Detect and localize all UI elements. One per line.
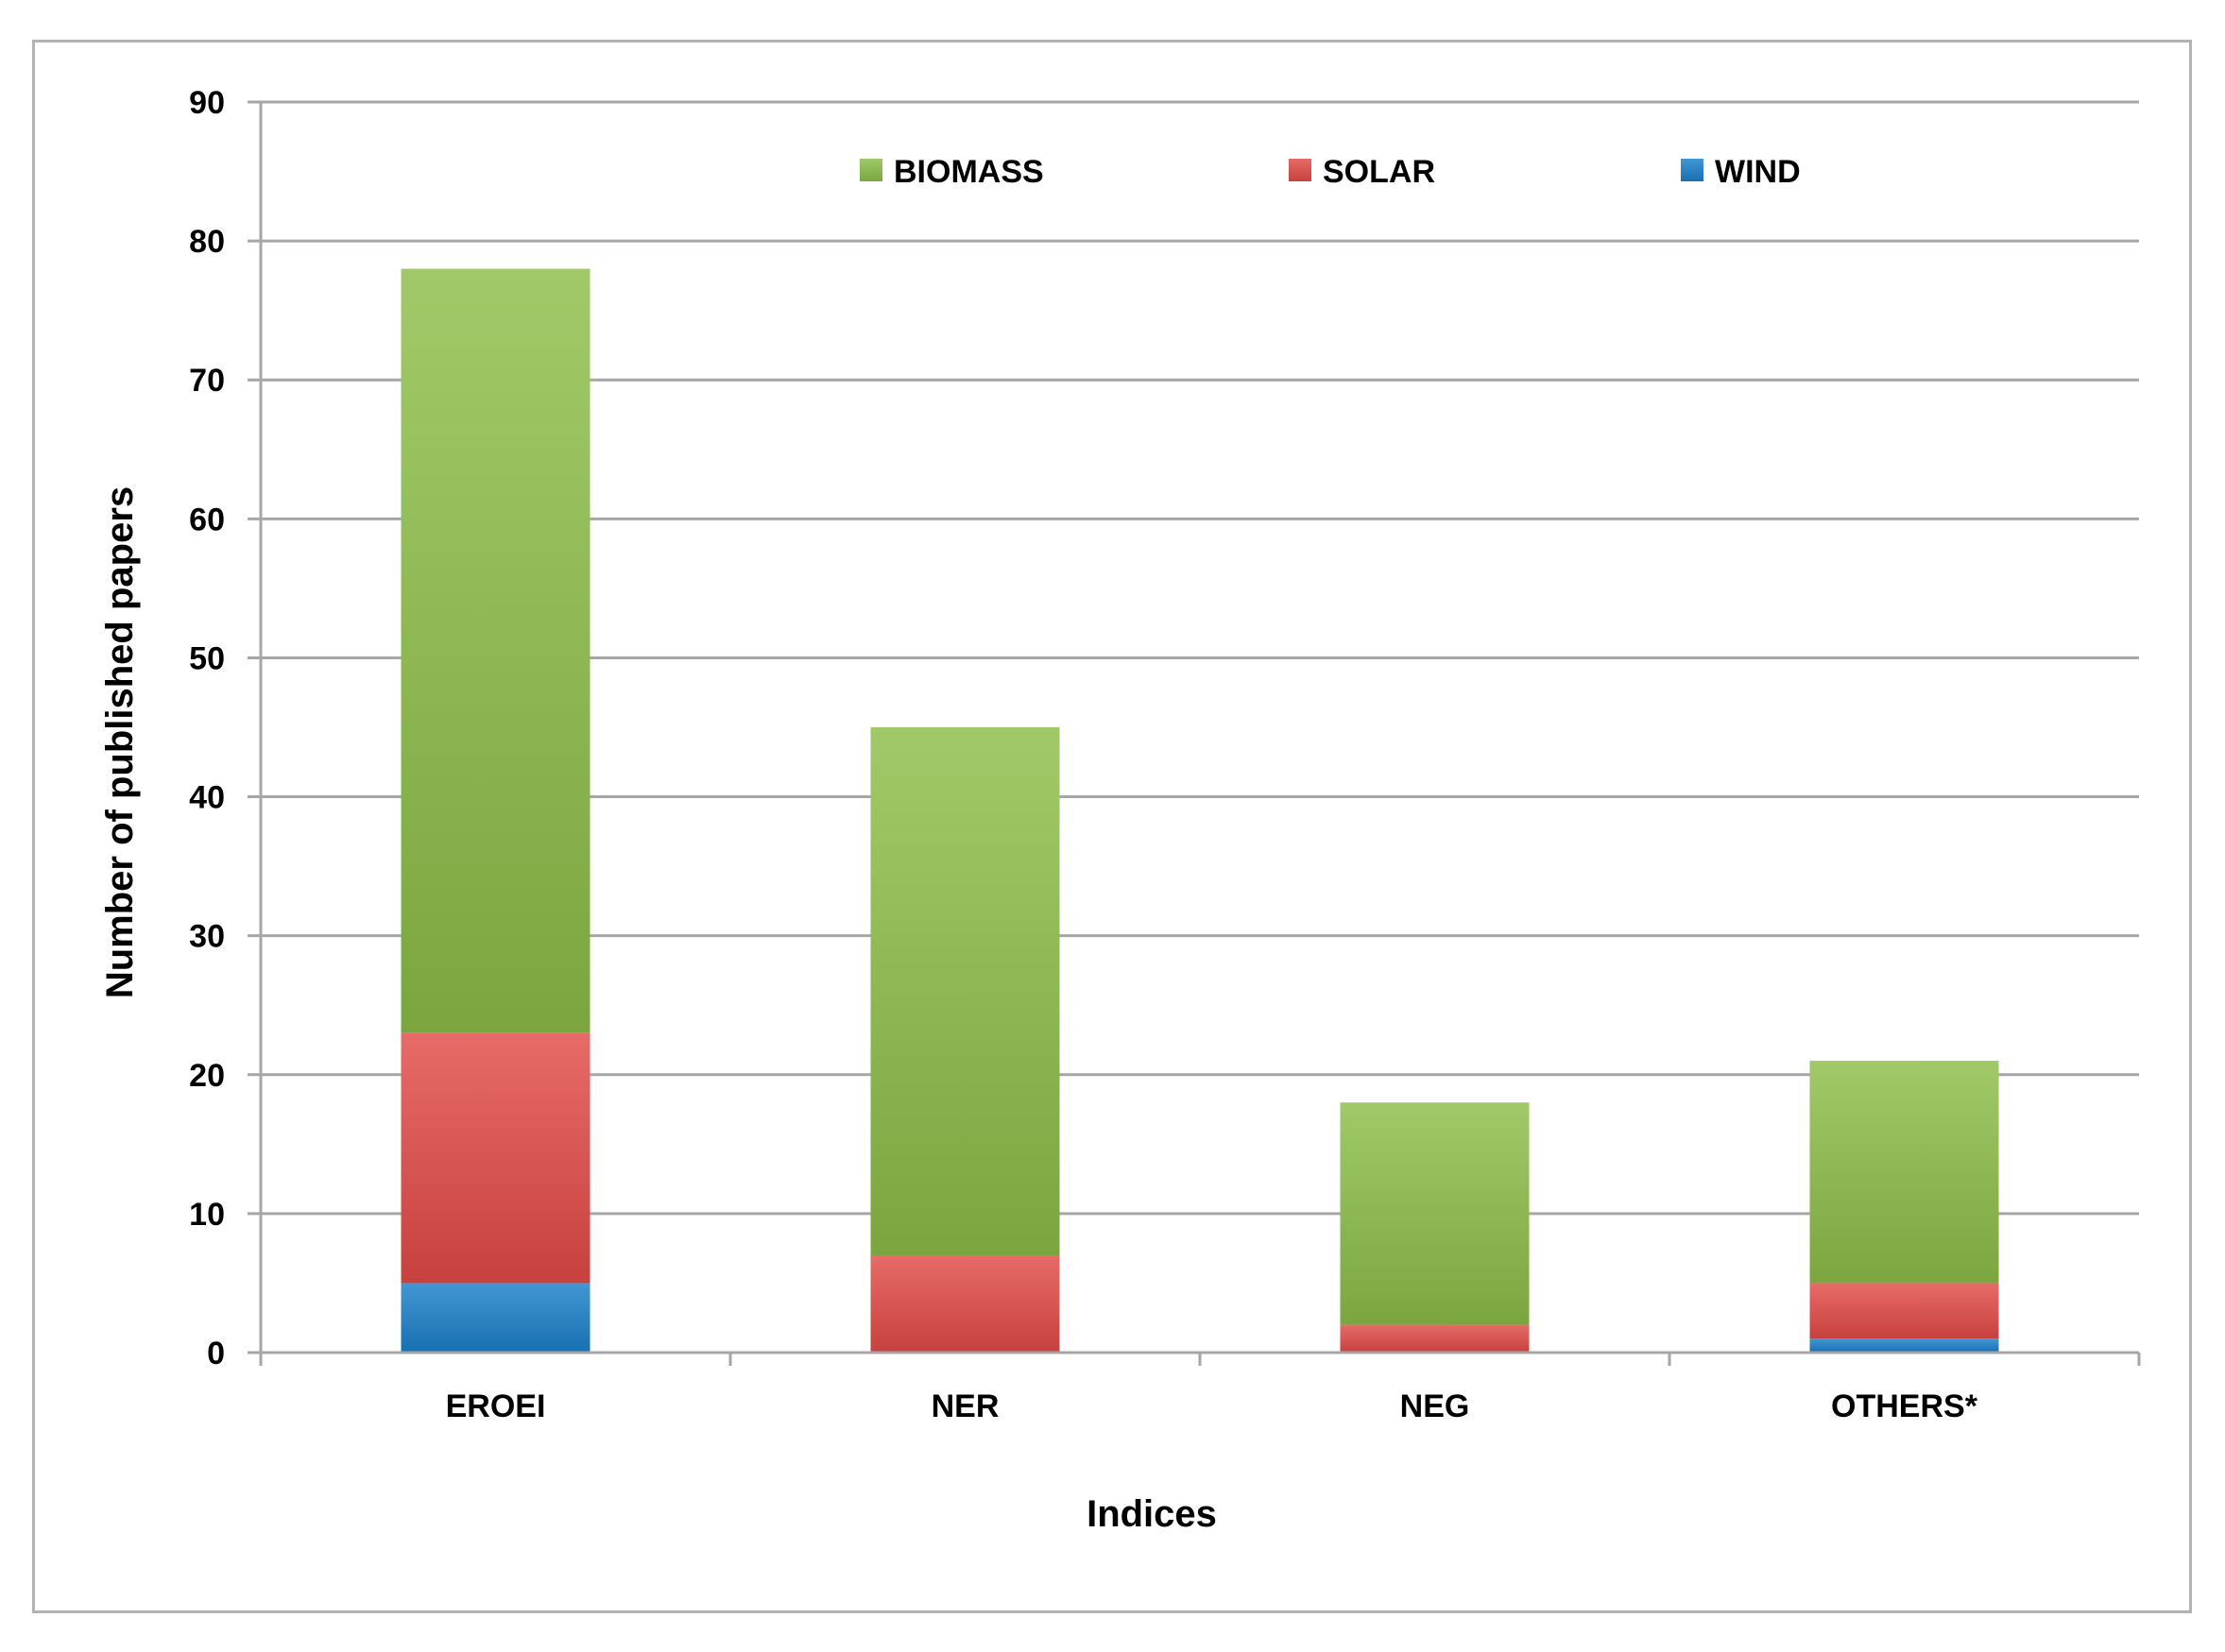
- y-tick-label-50: 50: [189, 640, 225, 676]
- y-tick-label-30: 30: [189, 919, 225, 955]
- bar-ner-biomass: [870, 727, 1060, 1256]
- bar-others-biomass: [1809, 1061, 1999, 1284]
- bar-others-wind: [1809, 1338, 1999, 1353]
- bar-eroei-wind: [401, 1283, 590, 1353]
- bars: [401, 268, 1999, 1353]
- y-tick-label-90: 90: [189, 85, 225, 121]
- y-tick-label-20: 20: [189, 1058, 225, 1094]
- y-tick-label-40: 40: [189, 780, 225, 816]
- legend-swatch-solar: [1289, 159, 1311, 181]
- y-tick-label-60: 60: [189, 502, 225, 537]
- x-tick-label-0: EROEI: [446, 1388, 546, 1424]
- y-tick-label-80: 80: [189, 224, 225, 260]
- y-axis-title: Number of published papers: [99, 486, 141, 998]
- y-tick-label-0: 0: [207, 1336, 225, 1371]
- legend-label-wind: WIND: [1715, 154, 1801, 190]
- axes: 0 10 20 30 40 50 60 70 80 90 EROEI NER NEG OTHERS*: [189, 85, 2141, 1424]
- x-tick-label-2: NEG: [1400, 1388, 1470, 1424]
- legend-label-solar: SOLAR: [1323, 154, 1435, 190]
- y-tick-label-10: 10: [189, 1197, 225, 1233]
- legend-label-biomass: BIOMASS: [894, 154, 1044, 190]
- x-axis-title: Indices: [1087, 1493, 1217, 1535]
- x-tick-label-3: OTHERS*: [1831, 1388, 1978, 1424]
- y-tick-label-70: 70: [189, 363, 225, 399]
- bar-others-solar: [1809, 1283, 1999, 1339]
- legend: BIOMASS SOLAR WIND: [860, 154, 1801, 190]
- legend-swatch-wind: [1681, 159, 1703, 181]
- bar-neg-solar: [1340, 1324, 1530, 1353]
- legend-swatch-biomass: [860, 159, 882, 181]
- x-tick-label-1: NER: [932, 1388, 1000, 1424]
- bar-ner-solar: [870, 1255, 1060, 1353]
- bar-neg-biomass: [1340, 1102, 1530, 1325]
- bar-eroei-solar: [401, 1032, 590, 1284]
- bar-eroei-biomass: [401, 268, 590, 1033]
